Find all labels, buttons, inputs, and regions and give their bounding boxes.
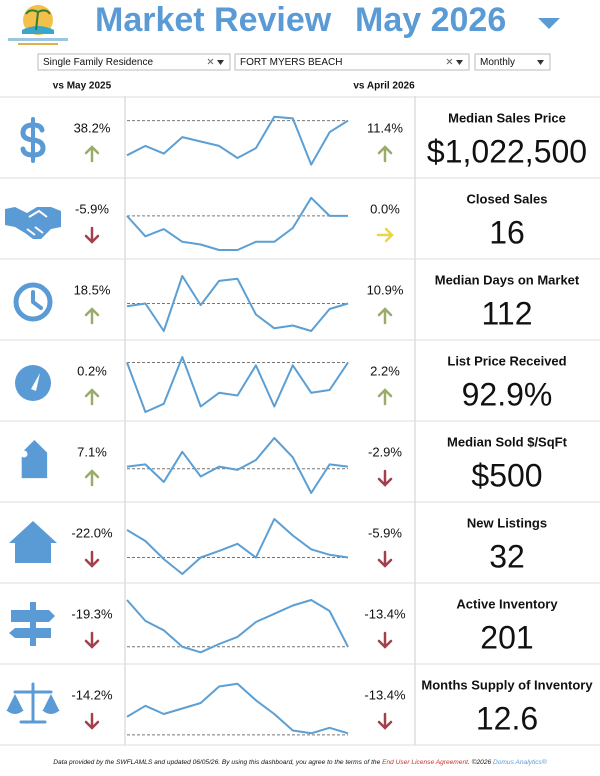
yoy-change: -19.3%: [71, 606, 113, 621]
mom-change: 10.9%: [367, 282, 404, 297]
signpost-icon: [9, 602, 55, 646]
footer-text: Data provided by the SWFLAMLS and update…: [53, 759, 382, 766]
metric-value: 16: [489, 214, 525, 250]
license-link[interactable]: End User License Agreement: [382, 759, 469, 766]
metric-value: 32: [489, 538, 525, 574]
metric-name: Active Inventory: [456, 596, 558, 611]
trend-arrow: [377, 307, 393, 325]
mom-change: 2.2%: [370, 363, 400, 378]
trend-arrow: [377, 712, 393, 730]
metric-value: 92.9%: [462, 376, 553, 412]
house-icon: [9, 521, 57, 563]
filter-bar: Single Family Residence FORT MYERS BEACH…: [37, 53, 551, 71]
trend-arrow: [84, 307, 100, 325]
metric-name: List Price Received: [447, 353, 566, 368]
trend-arrow: [84, 712, 100, 730]
metric-value: 112: [481, 295, 532, 331]
mom-change: -13.4%: [364, 687, 406, 702]
yoy-change: -5.9%: [75, 201, 109, 216]
compare-label: vs April 2026: [353, 81, 415, 92]
trend-arrow: [84, 550, 100, 568]
trend-arrow: [377, 631, 393, 649]
yoy-change: 38.2%: [74, 120, 111, 135]
trend-arrow: [377, 145, 393, 163]
metric-value: 12.6: [476, 700, 538, 736]
sparkline: [126, 518, 349, 575]
trend-arrow: [84, 631, 100, 649]
trend-arrow: [376, 227, 394, 243]
sparkline: [126, 437, 349, 494]
sparkline: [126, 275, 349, 332]
sparkline: [126, 682, 349, 735]
dollar-icon: [20, 117, 46, 163]
clear-icon[interactable]: [446, 58, 453, 65]
sparkline: [126, 196, 348, 251]
footer: Data provided by the SWFLAMLS and update…: [53, 758, 547, 766]
filter-text: FORT MYERS BEACH: [240, 57, 342, 68]
metric-name: Months Supply of Inventory: [421, 677, 593, 692]
metric-name: Median Sales Price: [448, 110, 566, 125]
mom-change: 11.4%: [367, 120, 403, 135]
trend-arrow: [84, 226, 100, 244]
trend-arrow: [377, 469, 393, 487]
metric-name: Median Days on Market: [435, 272, 580, 287]
sparkline: [126, 356, 349, 413]
filter-text: Single Family Residence: [43, 57, 153, 68]
trend-arrow: [377, 550, 393, 568]
metric-name: Median Sold $/SqFt: [447, 434, 568, 449]
title: Market Review: [95, 1, 332, 39]
clear-icon[interactable]: [207, 58, 214, 65]
filter-box[interactable]: [37, 53, 231, 71]
yoy-change: 0.2%: [77, 363, 107, 378]
tag-icon: [20, 439, 48, 479]
period-dropdown[interactable]: [538, 18, 560, 29]
trend-arrow: [84, 388, 100, 406]
yoy-change: 18.5%: [74, 282, 111, 297]
yoy-change: -14.2%: [71, 687, 113, 702]
handshake-icon: [5, 207, 61, 239]
dropdown-icon[interactable]: [537, 60, 544, 65]
brand-link[interactable]: Domus Analytics®: [493, 758, 547, 766]
mom-change: 0.0%: [370, 201, 400, 216]
logo: [8, 5, 68, 45]
yoy-change: -22.0%: [71, 525, 113, 540]
period[interactable]: May 2026: [355, 1, 506, 39]
filter-box[interactable]: [234, 53, 470, 71]
metric-name: Closed Sales: [467, 191, 548, 206]
mom-change: -2.9%: [368, 444, 402, 459]
sparkline: [126, 115, 349, 166]
icons: [5, 117, 61, 724]
gauge-icon: [15, 365, 51, 401]
filter-text: Monthly: [480, 57, 515, 68]
mom-change: -13.4%: [364, 606, 406, 621]
dropdown-icon[interactable]: [217, 60, 224, 65]
compare-label: vs May 2025: [53, 81, 112, 92]
scales-icon: [6, 682, 60, 724]
footer-text: . ©2026: [468, 758, 493, 766]
filter-box[interactable]: [474, 53, 551, 71]
yoy-change: 7.1%: [77, 444, 107, 459]
metric-value: $1,022,500: [427, 133, 587, 169]
metric-value: 201: [480, 619, 533, 655]
dropdown-icon[interactable]: [456, 60, 463, 65]
sparkline: [126, 599, 349, 654]
trend-arrow: [377, 388, 393, 406]
metric-name: New Listings: [467, 515, 547, 530]
trend-arrow: [84, 145, 100, 163]
clock-icon: [13, 282, 53, 322]
trend-arrow: [84, 469, 100, 487]
mom-change: -5.9%: [368, 525, 402, 540]
metric-value: $500: [471, 457, 542, 493]
